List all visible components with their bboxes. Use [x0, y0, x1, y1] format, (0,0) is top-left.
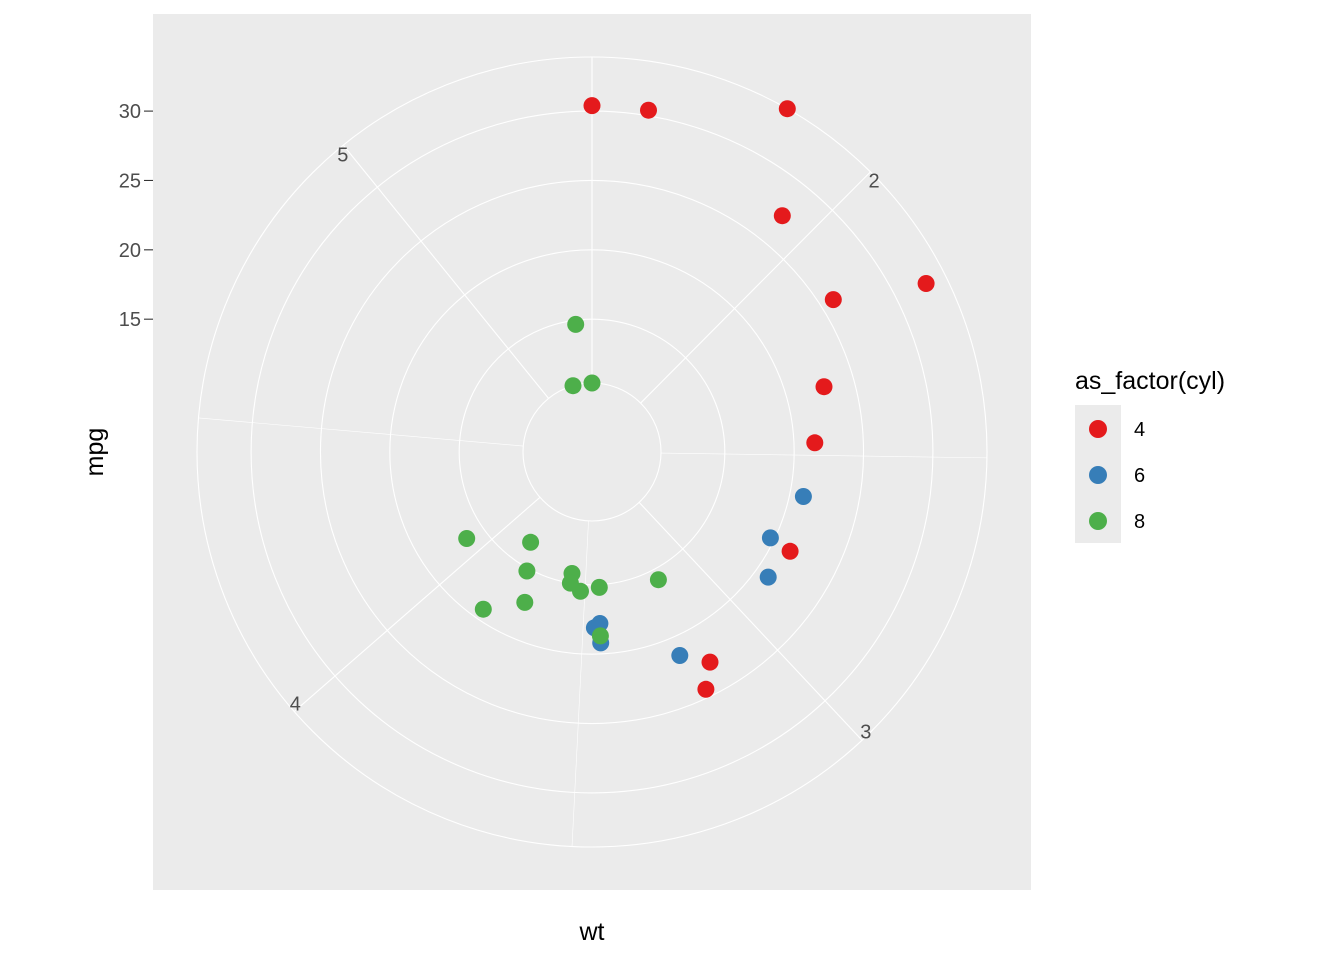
theta-tick-label: 4: [290, 694, 301, 716]
r-tick-label: 15: [119, 309, 141, 331]
grid-layer: [196, 56, 988, 848]
legend-key-4: [1089, 420, 1107, 438]
data-point-cyl-4: [778, 100, 796, 118]
data-point-cyl-8: [649, 571, 667, 589]
legend: as_factor(cyl) 4 6 8: [1075, 367, 1225, 543]
data-point-cyl-4: [701, 653, 719, 671]
data-point-cyl-8: [583, 374, 601, 392]
data-point-cyl-4: [781, 542, 799, 560]
data-point-cyl-4: [824, 291, 842, 309]
point-layer: [458, 97, 935, 698]
data-point-cyl-8: [590, 578, 608, 596]
label-layer: 2 3 4 5 15 20 25 30: [119, 101, 880, 743]
grid-spoke: [342, 144, 549, 399]
data-point-cyl-4: [640, 101, 657, 119]
data-point-cyl-8: [518, 562, 536, 580]
data-point-cyl-8: [591, 627, 609, 645]
data-point-cyl-8: [516, 593, 534, 611]
legend-label-8: 8: [1134, 511, 1145, 533]
grid-spoke: [638, 501, 863, 741]
grid-spoke-minor: [660, 452, 987, 459]
theta-tick-label: 5: [337, 144, 348, 166]
grid-spoke: [640, 171, 871, 404]
x-axis-title: wt: [579, 918, 605, 946]
legend-entries: 4 6 8: [1089, 419, 1145, 533]
grid-spoke-minor: [198, 417, 524, 447]
legend-title: as_factor(cyl): [1075, 367, 1225, 395]
data-point-cyl-4: [806, 434, 824, 452]
legend-label-6: 6: [1134, 465, 1145, 487]
data-point-cyl-6: [671, 647, 689, 664]
grid-spoke: [293, 496, 541, 712]
data-point-cyl-6: [591, 615, 609, 632]
legend-key-8: [1089, 512, 1107, 530]
r-tick-label: 30: [119, 101, 141, 123]
theta-tick-label: 3: [860, 722, 871, 744]
legend-key-6: [1089, 466, 1107, 484]
data-point-cyl-8: [522, 533, 540, 551]
data-point-cyl-4: [697, 680, 715, 698]
data-point-cyl-4: [917, 275, 935, 292]
data-point-cyl-8: [458, 530, 476, 547]
y-axis-title: mpg: [81, 428, 109, 477]
theta-tick-label: 2: [868, 170, 879, 192]
data-point-cyl-4: [773, 207, 791, 225]
data-point-cyl-8: [564, 377, 582, 395]
r-tick-label: 20: [119, 240, 141, 262]
data-point-cyl-8: [474, 600, 492, 618]
data-point-cyl-4: [815, 378, 833, 396]
data-point-cyl-4: [583, 97, 601, 115]
legend-label-4: 4: [1134, 419, 1145, 441]
grid-spoke-minor: [571, 520, 589, 847]
data-point-cyl-8: [561, 574, 579, 592]
data-point-cyl-6: [761, 529, 779, 547]
r-tick-label: 25: [119, 170, 141, 192]
data-point-cyl-6: [794, 488, 812, 505]
data-point-cyl-6: [759, 568, 777, 586]
data-point-cyl-8: [567, 315, 585, 333]
